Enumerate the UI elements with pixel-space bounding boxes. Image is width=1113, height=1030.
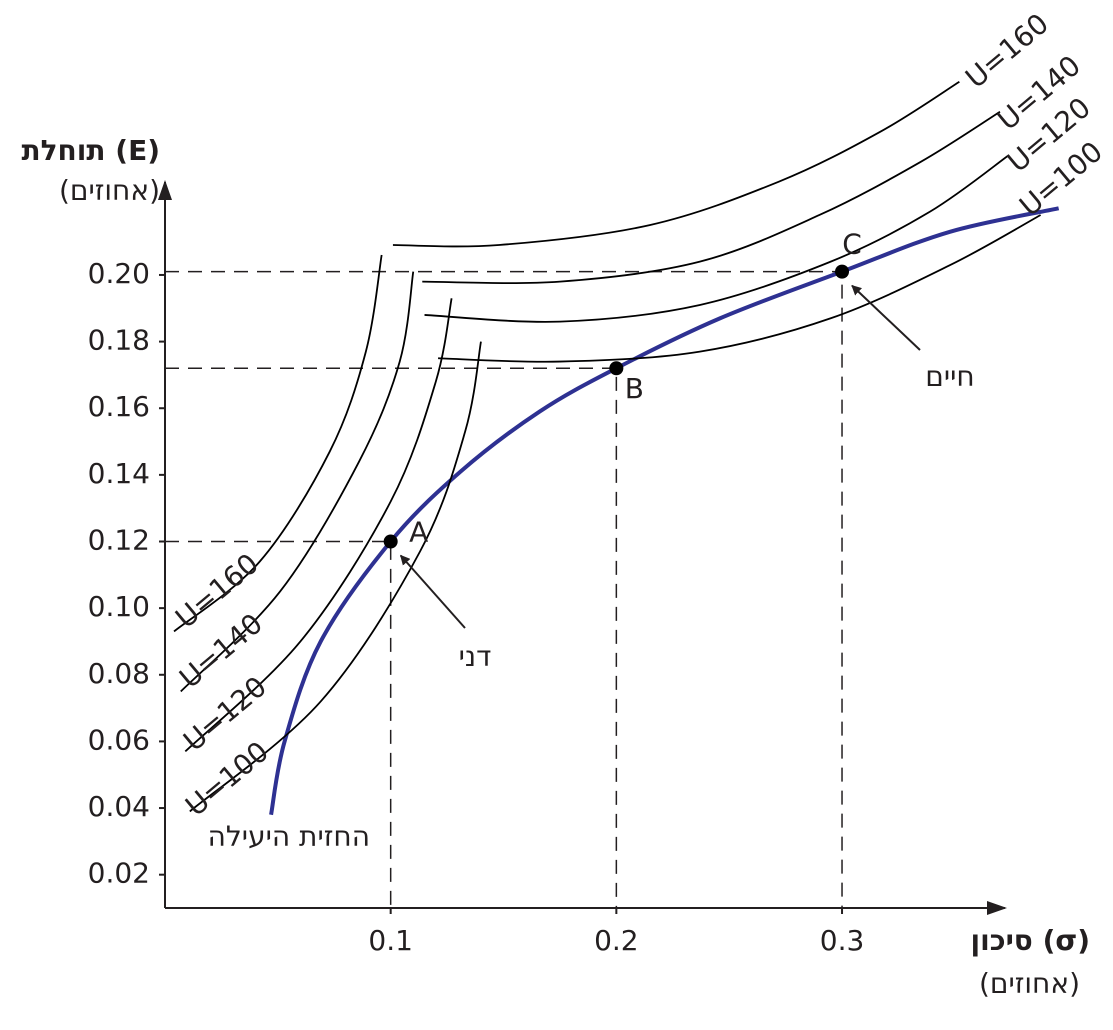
annotation: דני — [459, 640, 492, 673]
point — [835, 264, 850, 279]
annotation: חיים — [925, 360, 974, 393]
y-tick-label: 0.12 — [88, 524, 150, 557]
point-label: B — [625, 372, 644, 405]
y-tick-label: 0.06 — [88, 723, 150, 756]
y-axis-label: תוחלת (E) — [21, 134, 160, 167]
indifference-curve — [180, 271, 415, 693]
x-axis-unit: (אחוזים) — [979, 967, 1080, 1000]
annotation-arrow — [399, 554, 466, 629]
x-tick-label: 0.3 — [820, 924, 865, 957]
x-tick-label: 0.1 — [368, 924, 413, 957]
y-tick-label: 0.02 — [88, 857, 150, 890]
indifference-curve — [184, 298, 453, 753]
y-tick-label: 0.18 — [88, 324, 150, 357]
y-tick-label: 0.08 — [88, 657, 150, 690]
guide-line — [165, 270, 843, 908]
guide-line — [165, 367, 618, 908]
y-tick-label: 0.04 — [88, 790, 150, 823]
point-label: A — [409, 516, 428, 549]
annotation-arrow — [851, 284, 921, 351]
x-axis-label: סיכון (σ) — [970, 924, 1090, 957]
indifference-curve — [438, 214, 1042, 363]
indifference-curve — [422, 110, 1001, 285]
y-tick-label: 0.20 — [88, 257, 150, 290]
frontier-line — [269, 206, 1060, 816]
point — [383, 534, 398, 549]
indifference-curve — [173, 254, 383, 633]
point — [609, 361, 624, 376]
y-tick-label: 0.10 — [88, 590, 150, 623]
frontier-label: החזית היעילה — [208, 820, 370, 853]
y-tick-label: 0.16 — [88, 390, 150, 423]
indifference-curve — [424, 154, 1010, 323]
point-label: C — [842, 228, 862, 261]
guide-line — [165, 540, 392, 908]
indifference-curve — [392, 80, 960, 248]
indifference-curve — [189, 341, 482, 813]
y-axis-unit: (אחוזים) — [59, 174, 160, 207]
y-tick-label: 0.14 — [88, 457, 150, 490]
x-tick-label: 0.2 — [594, 924, 639, 957]
